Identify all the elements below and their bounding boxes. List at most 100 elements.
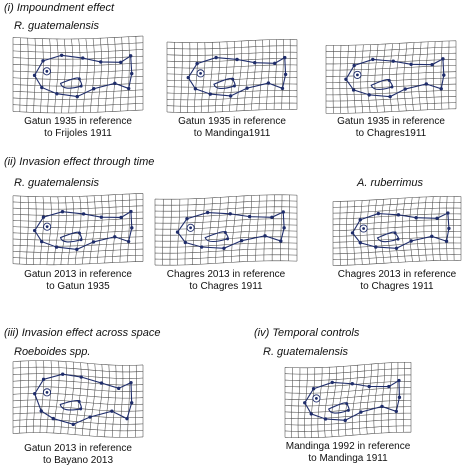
grid-line-horizontal (332, 213, 462, 220)
grid-line-horizontal (284, 368, 411, 375)
grid-line-vertical (192, 198, 197, 265)
grid-line-horizontal (325, 83, 457, 89)
landmark-point (396, 213, 401, 217)
pectoral-fin-outline (59, 77, 83, 89)
caption-line-2: to Mandinga 1911 (308, 453, 388, 464)
landmark-point (129, 209, 133, 214)
landmark-point (232, 84, 236, 88)
grid-line-vertical (207, 42, 213, 113)
grid-line-vertical (331, 366, 337, 437)
landmark-point (128, 54, 133, 58)
grid-line-vertical (440, 41, 443, 110)
grid-line-vertical (360, 44, 364, 113)
pectoral-fin-outline (376, 231, 400, 243)
grid-line-vertical (346, 201, 348, 266)
caption-line-1: Chagres 2013 in reference (337, 269, 457, 280)
species-label: R. guatemalensis (14, 20, 99, 32)
grid-line-horizontal (12, 360, 144, 366)
caption-line-1: Chagres 2013 in reference (166, 269, 286, 280)
landmark-point (346, 408, 350, 412)
grid-line-vertical (229, 41, 235, 112)
eye-landmark (356, 73, 359, 77)
grid-line-vertical (271, 194, 275, 261)
landmark-point (75, 94, 79, 99)
landmark-point (119, 60, 123, 65)
grid-line-vertical (169, 199, 172, 266)
grid-line-vertical (81, 363, 89, 436)
grid-line-horizontal (154, 218, 298, 224)
grid-line-vertical (26, 196, 29, 265)
landmark-point (374, 245, 378, 249)
panel-caption: Gatun 2013 in reference to Bayano 2013 (0, 443, 158, 467)
landmark-point (110, 409, 114, 413)
grid-line-vertical (89, 195, 96, 264)
grid-line-vertical (425, 41, 429, 110)
landmark-point (228, 94, 233, 98)
landmark-point (380, 404, 384, 409)
grid-line-vertical (263, 194, 268, 261)
grid-line-horizontal (284, 425, 412, 432)
grid-line-horizontal (166, 109, 298, 113)
grid-line-vertical (67, 196, 75, 265)
eye-landmark (362, 227, 366, 230)
deformation-grid-4 (12, 193, 144, 266)
eye-landmark (45, 225, 49, 229)
deformation-grid-8 (284, 362, 412, 438)
grid-line-vertical (448, 40, 450, 109)
panel-caption: Chagres 2013 in reference to Chagres 191… (146, 269, 306, 293)
landmark-point (409, 239, 413, 243)
landmark-point (79, 84, 83, 88)
grid-line-vertical (104, 364, 110, 437)
grid-line-horizontal (154, 212, 298, 218)
caption-line-2: to Bayano 2013 (42, 455, 114, 466)
landmark-point (222, 246, 226, 250)
grid-line-vertical (395, 362, 399, 433)
eye-landmark (189, 226, 193, 230)
eye-landmark (199, 71, 202, 75)
landmark-point (393, 231, 397, 235)
grid-line-horizontal (154, 224, 298, 230)
landmark-point (55, 92, 59, 96)
eye-landmark (314, 397, 318, 400)
grid-line-horizontal (332, 225, 462, 231)
grid-line-vertical (403, 362, 405, 433)
grid-line-vertical (418, 42, 422, 111)
landmark-point (54, 245, 59, 249)
landmark-point (387, 78, 391, 82)
grid-line-vertical (134, 365, 137, 438)
pectoral-fin-outline (213, 77, 236, 89)
landmark-point (129, 401, 134, 405)
landmark-point (51, 416, 55, 421)
grid-line-vertical (112, 37, 116, 112)
landmark-point (81, 56, 85, 60)
grid-line-horizontal (166, 64, 298, 69)
grid-line-vertical (104, 194, 110, 264)
landmark-point (359, 410, 363, 414)
landmark-point (77, 400, 81, 404)
grid-line-vertical (199, 198, 205, 265)
grid-line-vertical (366, 200, 370, 265)
grid-line-horizontal (12, 386, 144, 392)
grid-line-horizontal (284, 374, 412, 381)
landmark-point (119, 215, 123, 220)
grid-line-vertical (74, 196, 82, 265)
landmark-point (126, 86, 131, 91)
grid-line-vertical (173, 42, 175, 113)
landmark-point (130, 226, 134, 230)
landmark-point (99, 215, 104, 219)
landmark-point (397, 395, 402, 400)
grid-line-horizontal (12, 248, 144, 253)
grid-line-vertical (453, 196, 455, 261)
landmark-point (113, 235, 117, 239)
species-label: Roeboides spp. (14, 346, 91, 358)
grid-line-vertical (273, 39, 277, 110)
caption-line-2: to Chagres1911 (355, 128, 427, 139)
landmark-point (263, 234, 267, 238)
grid-line-vertical (40, 38, 44, 113)
grid-line-horizontal (332, 242, 462, 249)
landmark-point (195, 61, 199, 66)
grid-line-horizontal (332, 196, 462, 202)
landmark-point (446, 211, 450, 215)
grid-line-horizontal (12, 82, 144, 87)
grid-line-horizontal (12, 366, 144, 373)
